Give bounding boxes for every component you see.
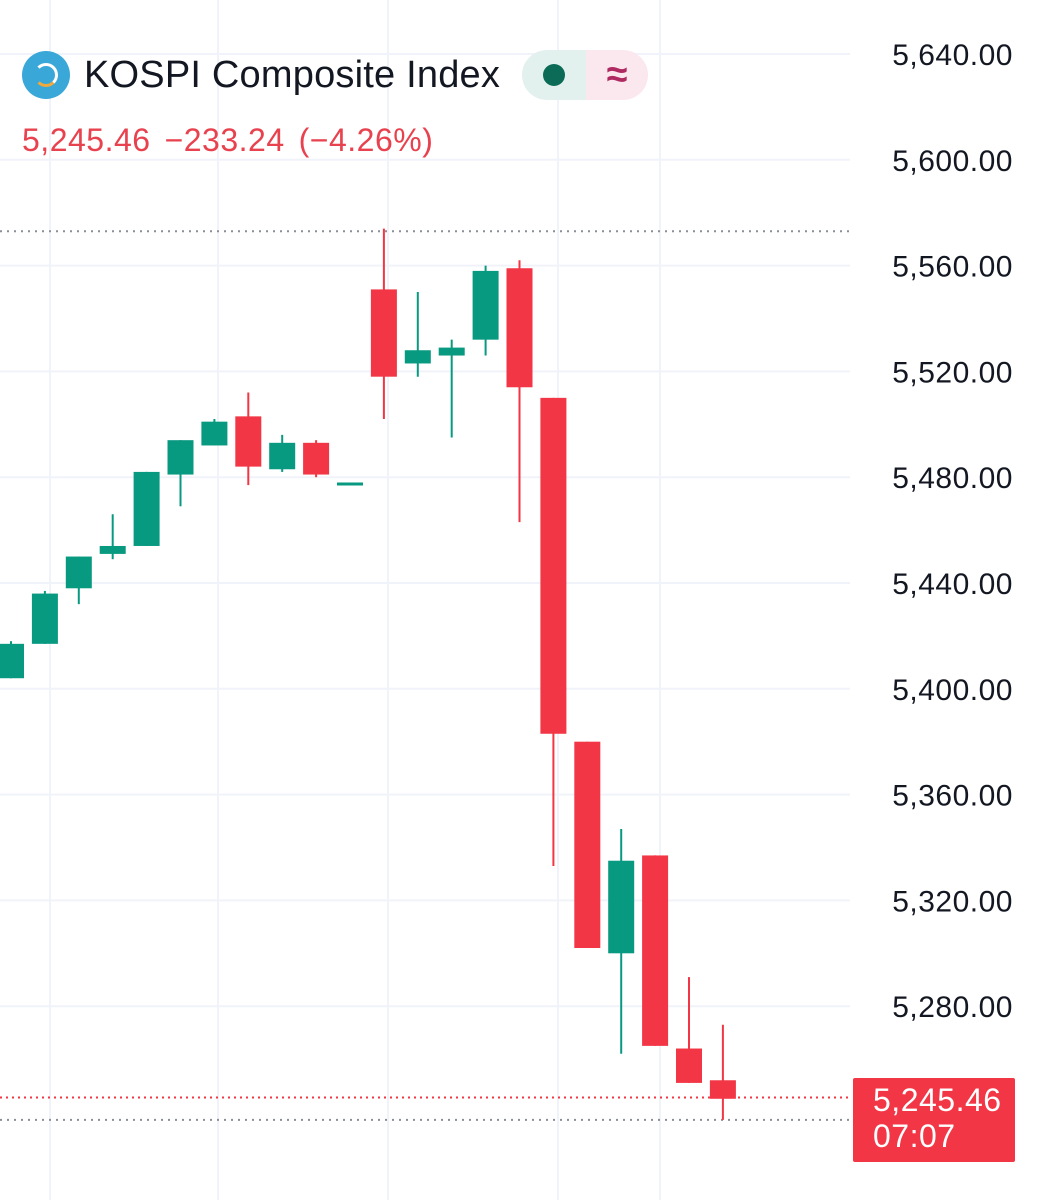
y-axis-tick-label: 5,440.00 [892, 568, 1013, 601]
y-axis-tick-label: 5,480.00 [892, 462, 1013, 495]
price-change-percent: (−4.26%) [298, 122, 434, 158]
y-axis-tick-label: 5,320.00 [892, 885, 1013, 918]
candle [438, 339, 465, 438]
last-price-tag: 5,245.46 07:07 [853, 1078, 1015, 1162]
candle [608, 828, 635, 1054]
status-pills[interactable]: ≈ [522, 50, 649, 100]
candle-body [303, 442, 330, 475]
candle-body [709, 1080, 736, 1099]
symbol-header: KOSPI Composite Index ≈ [22, 50, 649, 100]
candle [404, 292, 431, 377]
y-axis-tick-label: 5,560.00 [892, 251, 1013, 284]
candle [201, 419, 228, 446]
candle [0, 641, 24, 679]
candle-body [438, 347, 465, 356]
bar-countdown: 07:07 [873, 1118, 956, 1154]
market-open-dot-icon [543, 64, 566, 86]
candle [65, 556, 92, 605]
candle [472, 265, 499, 356]
candle [235, 392, 262, 486]
candle-body [99, 545, 126, 554]
candle-body [133, 471, 160, 546]
candle-body [642, 855, 669, 1046]
candle-body [0, 643, 24, 679]
candle [540, 397, 567, 867]
candle-body [676, 1048, 702, 1083]
candle [337, 482, 363, 486]
candle [99, 514, 126, 560]
price-tag-value: 5,245.46 [873, 1082, 1002, 1118]
candle-body [167, 440, 194, 475]
y-axis-tick-label: 5,640.00 [892, 39, 1013, 72]
candle [709, 1024, 736, 1120]
symbol-title[interactable]: KOSPI Composite Index [84, 53, 501, 96]
candle [642, 855, 669, 1046]
candles [0, 228, 736, 1120]
candle-body [608, 860, 635, 954]
grid-layer [0, 0, 850, 1200]
market-status-pill[interactable] [522, 50, 587, 100]
kospi-logo-icon[interactable] [22, 51, 70, 99]
candle [269, 434, 296, 472]
y-axis-tick-label: 5,400.00 [892, 674, 1013, 707]
price-quote: 5,245.46 −233.24 (−4.26%) [22, 122, 447, 159]
wave-icon[interactable]: ≈ [586, 50, 649, 100]
candle-body [201, 421, 228, 446]
candle-body [337, 482, 363, 486]
candle [676, 977, 702, 1083]
candle-body [31, 593, 58, 644]
candle [167, 440, 194, 507]
candle-body [506, 268, 533, 388]
candle [303, 440, 330, 478]
candle-body [472, 270, 499, 340]
reference-lines [0, 230, 850, 1121]
candle-body [370, 289, 397, 377]
candle-body [269, 442, 296, 470]
candle-body [574, 741, 601, 949]
price-change: −233.24 [164, 122, 285, 158]
candle [31, 590, 58, 644]
y-axis-tick-label: 5,360.00 [892, 780, 1013, 813]
y-axis-tick-label: 5,520.00 [892, 356, 1013, 389]
candle-body [235, 416, 262, 467]
candle [133, 471, 160, 546]
candle-body [540, 397, 567, 734]
y-axis-tick-label: 5,280.00 [892, 991, 1013, 1024]
candle-body [404, 350, 431, 364]
candle-body [65, 556, 92, 589]
candle [574, 741, 601, 949]
y-axis-tick-label: 5,600.00 [892, 145, 1013, 178]
candle [370, 228, 397, 420]
candle [506, 260, 533, 523]
price-axis: 5,640.00 5,600.00 5,560.00 5,520.00 5,480.00… [892, 39, 1013, 1024]
last-price: 5,245.46 [22, 122, 151, 158]
